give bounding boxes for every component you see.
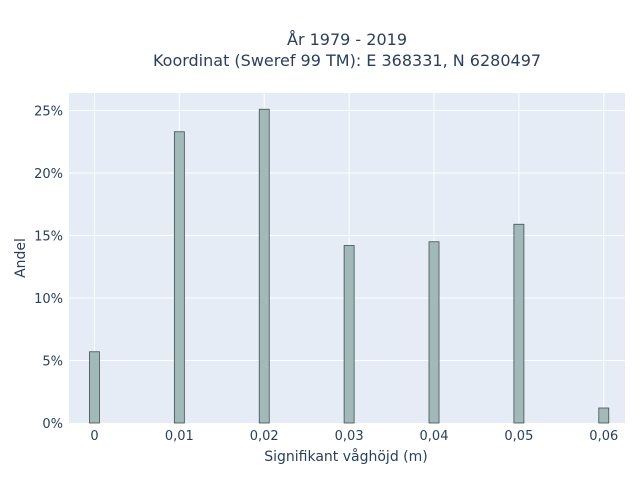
x-tick-label: 0	[90, 429, 98, 444]
chart-title-line-2: Koordinat (Sweref 99 TM): E 368331, N 62…	[153, 51, 541, 70]
y-tick-label: 0%	[42, 417, 63, 432]
y-tick-label: 5%	[42, 355, 63, 370]
y-tick-label: 20%	[34, 167, 63, 182]
y-tick-label: 15%	[34, 230, 63, 245]
y-axis-title: Andel	[13, 238, 29, 278]
x-tick-labels: 0 0,01 0,02 0,03 0,04 0,05 0,06	[90, 429, 618, 444]
histogram-bar	[173, 131, 185, 424]
y-tick-label: 25%	[34, 105, 63, 120]
x-tick-label: 0,05	[504, 429, 533, 444]
bars	[89, 108, 610, 424]
x-tick-label: 0,03	[335, 429, 364, 444]
histogram-bar	[343, 245, 355, 424]
x-tick-label: 0,06	[589, 429, 618, 444]
histogram-bar	[513, 223, 525, 424]
histogram-bar	[428, 241, 440, 424]
x-tick-label: 0,02	[250, 429, 279, 444]
y-tick-label: 10%	[34, 292, 63, 307]
x-tick-label: 0,04	[420, 429, 449, 444]
histogram-bar	[258, 108, 270, 424]
histogram-bar	[598, 407, 610, 424]
x-tick-label: 0,01	[165, 429, 194, 444]
chart-title-line-1: År 1979 - 2019	[287, 30, 407, 49]
x-axis-title: Signifikant våghöjd (m)	[264, 448, 427, 465]
y-tick-labels: 0% 5% 10% 15% 20% 25%	[34, 105, 63, 433]
y-gridlines	[69, 110, 625, 361]
histogram-bar	[89, 351, 100, 424]
